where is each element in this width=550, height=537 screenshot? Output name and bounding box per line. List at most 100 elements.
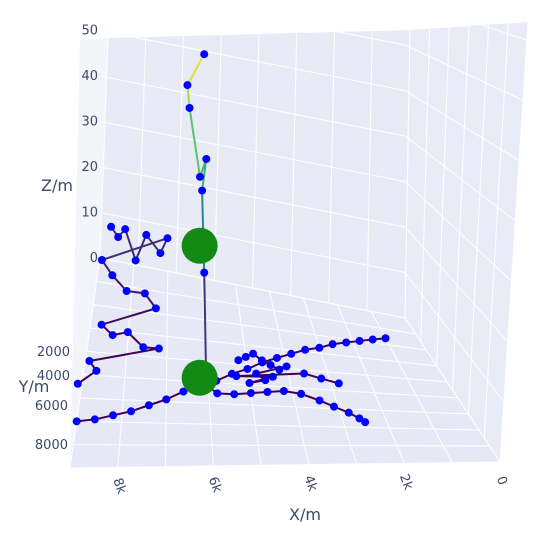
grid-line (404, 29, 411, 319)
data-point (355, 414, 364, 423)
data-point (154, 344, 163, 353)
x-tick-label: 6k (205, 475, 225, 495)
data-point (329, 402, 338, 411)
grid-line (173, 0, 406, 46)
data-point (200, 50, 209, 59)
data-point (272, 353, 281, 362)
data-point (315, 343, 324, 352)
x-tick-label: 0 (493, 474, 510, 487)
series-line-segment (124, 228, 137, 261)
series-line-segment (101, 307, 157, 326)
data-point (127, 407, 136, 416)
grid-line (404, 90, 520, 162)
data-point (108, 271, 117, 280)
data-point (179, 387, 188, 396)
data-point (202, 155, 211, 164)
data-point (257, 356, 266, 365)
tick-labels: 8k6k4k2k02000400060008000010203040506070 (35, 24, 510, 497)
grid-line (79, 397, 469, 415)
data-point (241, 352, 250, 361)
data-point (200, 268, 209, 277)
data-point (301, 345, 310, 354)
data-point (355, 336, 364, 345)
series-line-segment (188, 107, 202, 177)
grid-line (366, 30, 373, 311)
data-point (97, 256, 106, 265)
data-point (72, 417, 81, 426)
grid-line (404, 181, 512, 282)
data-point (97, 320, 106, 329)
data-point (163, 234, 172, 243)
data-point (92, 366, 101, 375)
grid-line (117, 264, 135, 468)
data-point (123, 328, 132, 337)
z-tick-label: 50 (81, 24, 98, 39)
grid-line (99, 212, 406, 273)
data-point (85, 356, 94, 365)
grid-line (404, 44, 524, 101)
data-point (266, 361, 275, 370)
data-point (73, 379, 82, 388)
grid-line (89, 327, 437, 367)
grid-line (165, 271, 169, 467)
grid-line (99, 257, 406, 319)
grid-line (69, 461, 501, 469)
grid-line (137, 36, 147, 266)
grid-line (290, 32, 298, 296)
data-point (328, 340, 337, 349)
data-point (381, 334, 390, 343)
y-axis-title: Y/m (18, 377, 50, 396)
data-point (252, 369, 261, 378)
data-point (90, 415, 99, 424)
data-point (122, 287, 131, 295)
x-tick-label: 8k (109, 476, 129, 496)
x-tick-label: 4k (300, 473, 320, 493)
data-point (144, 401, 153, 410)
grid-line (268, 291, 310, 465)
data-point (230, 390, 239, 399)
data-point (361, 418, 370, 427)
series-line-segment (89, 347, 160, 362)
grid-line (99, 75, 406, 137)
data-point (268, 372, 277, 381)
data-point (243, 364, 252, 373)
data-point (279, 386, 288, 395)
data-point (162, 395, 171, 404)
highlight-point (181, 359, 218, 396)
grid-line (499, 21, 529, 463)
y-tick-label: 4000 (37, 369, 70, 384)
grid-line (404, 135, 516, 222)
data-point (198, 186, 207, 195)
y-tick-label: 6000 (35, 399, 68, 414)
data-point (297, 389, 306, 398)
data-point (196, 172, 205, 181)
grid-line (76, 420, 479, 431)
z-tick-label: 30 (81, 115, 98, 130)
grid-line (420, 28, 431, 343)
data-point (263, 387, 272, 396)
series-line-segment (101, 237, 168, 261)
data-point (139, 343, 148, 352)
grid-line (404, 0, 528, 41)
side-pane (405, 22, 528, 462)
left-pane (70, 38, 108, 468)
x-axis-title: X/m (289, 505, 321, 524)
z-tick-label: 20 (81, 160, 98, 175)
grid-line (175, 35, 184, 274)
data-point (246, 389, 255, 398)
data-point (107, 222, 116, 231)
grid-line (96, 280, 416, 335)
data-point (245, 379, 254, 388)
data-point (109, 411, 118, 420)
series-line-segment (249, 375, 274, 384)
grid-line (83, 374, 458, 399)
data-point (261, 376, 270, 385)
grid-line (99, 121, 406, 182)
data-point (234, 356, 243, 365)
data-point (368, 335, 377, 344)
z-tick-label: 10 (81, 206, 98, 221)
data-point (114, 233, 123, 242)
data-point (232, 372, 241, 381)
data-point (334, 379, 343, 388)
z-tick-label: 0 (90, 251, 98, 266)
